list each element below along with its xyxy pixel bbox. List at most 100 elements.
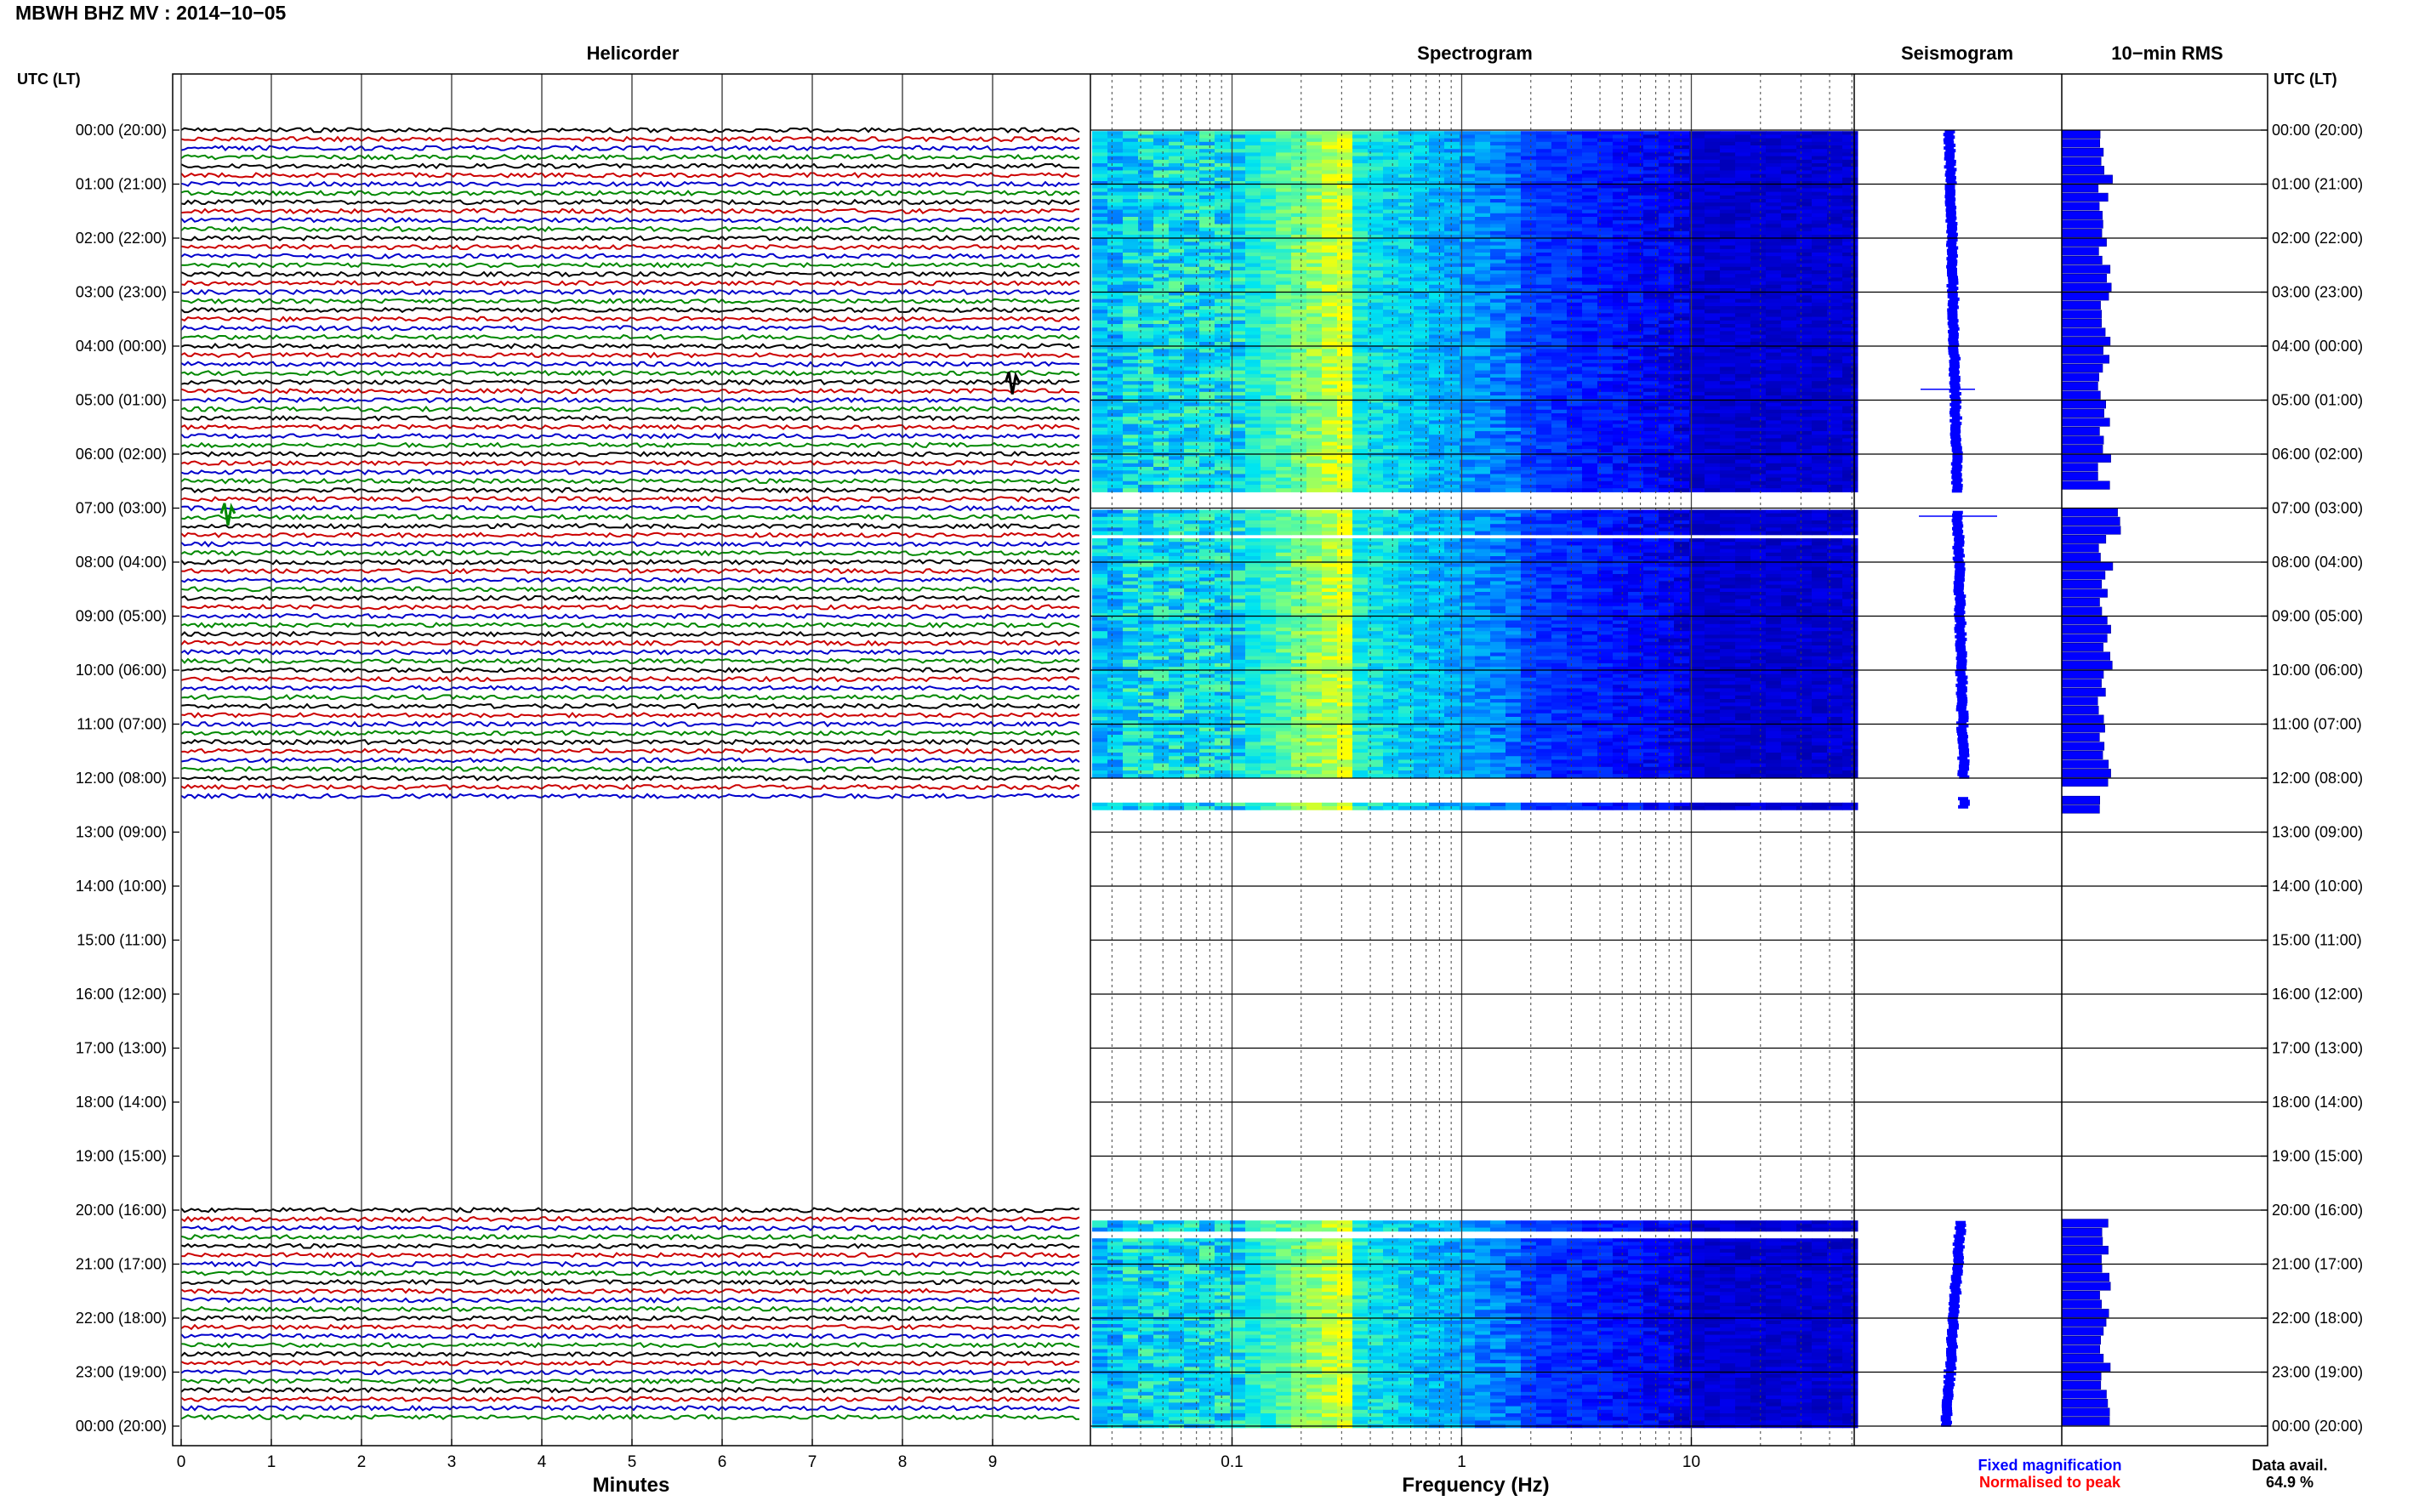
time-label-left: 17:00 (13:00): [76, 1040, 167, 1057]
rms-bar: [2062, 256, 2102, 264]
time-label-left: 00:00 (20:00): [76, 122, 167, 139]
rms-bar: [2062, 139, 2100, 148]
time-label-right: 02:00 (22:00): [2272, 230, 2363, 247]
helicorder-trace: [181, 128, 1079, 133]
helicorder-trace: [181, 479, 1079, 483]
helicorder-trace: [181, 209, 1079, 213]
helicorder-trace: [181, 461, 1079, 465]
rms-bar: [2062, 1363, 2110, 1372]
rms-bar: [2062, 166, 2104, 174]
rms-bar: [2062, 688, 2105, 696]
rms-bar: [2062, 1327, 2103, 1336]
helicorder-trace: [181, 1316, 1079, 1321]
rms-bar: [2062, 1417, 2109, 1425]
helicorder-trace: [181, 533, 1079, 537]
time-label-left: 01:00 (21:00): [76, 176, 167, 193]
helicorder-trace: [181, 317, 1079, 321]
rms-bar: [2062, 445, 2103, 453]
rms-bar: [2062, 454, 2111, 463]
time-label-left: 10:00 (06:00): [76, 662, 167, 679]
rms-bar: [2062, 283, 2111, 292]
time-label-right: 16:00 (12:00): [2272, 986, 2363, 1003]
helicorder-trace: [181, 569, 1079, 573]
rms-bar: [2062, 769, 2111, 777]
helicorder-trace: [181, 1325, 1079, 1329]
helicorder-trace: [181, 551, 1079, 555]
helicorder-trace: [181, 614, 1079, 618]
time-label-left: 06:00 (02:00): [76, 446, 167, 463]
rms-bar: [2062, 328, 2105, 337]
helicorder-trace: [181, 371, 1079, 375]
helicorder-trace: [181, 677, 1079, 681]
rms-bar: [2062, 1345, 2100, 1354]
helicorder-trace: [181, 704, 1079, 708]
time-label-left: 22:00 (18:00): [76, 1310, 167, 1327]
rms-bar: [2062, 751, 2103, 759]
rms-bar: [2062, 481, 2109, 490]
helicorder-trace: [181, 443, 1079, 447]
helicorder-trace: [181, 1217, 1079, 1221]
helicorder-trace: [181, 1208, 1079, 1213]
rms-bar: [2062, 1381, 2101, 1390]
helicorder-trace: [181, 1307, 1079, 1311]
helicorder-trace: [181, 416, 1079, 420]
rms-bar: [2062, 1390, 2107, 1399]
time-label-left: 13:00 (09:00): [76, 824, 167, 841]
time-label-left: 04:00 (00:00): [76, 338, 167, 355]
helicorder-traces: [181, 128, 1079, 1419]
rms-bar: [2062, 1336, 2101, 1344]
rms-bar: [2062, 1273, 2109, 1282]
helicorder-trace: [181, 353, 1079, 357]
helicorder-trace: [181, 452, 1079, 457]
time-label-right: 03:00 (23:00): [2272, 284, 2363, 301]
rms-bar: [2062, 382, 2097, 390]
rms-bar: [2062, 571, 2105, 580]
time-label-right: 20:00 (16:00): [2272, 1202, 2363, 1219]
helicorder-trace: [181, 1343, 1079, 1347]
helicorder-trace: [181, 722, 1079, 726]
rms-bar: [2062, 1228, 2102, 1236]
time-label-left: 16:00 (12:00): [76, 986, 167, 1003]
time-label-right: 10:00 (06:00): [2272, 662, 2363, 679]
rms-bar: [2062, 733, 2099, 742]
minute-tick-label: 8: [898, 1453, 908, 1471]
helicorder-trace: [181, 749, 1079, 753]
time-label-right: 19:00 (15:00): [2272, 1148, 2363, 1165]
helicorder-trace: [181, 173, 1079, 177]
rms-bar: [2062, 778, 2108, 787]
rms-bar: [2062, 805, 2099, 814]
rms-bar: [2062, 301, 2101, 310]
minute-tick-label: 3: [447, 1453, 457, 1471]
helicorder-trace: [181, 1370, 1079, 1374]
rms-bar: [2062, 401, 2106, 409]
minute-tick-label: 6: [718, 1453, 727, 1471]
rms-bar: [2062, 1246, 2109, 1254]
helicorder-trace: [181, 425, 1079, 429]
helicorder-trace: [181, 623, 1079, 628]
helicorder-trace: [181, 776, 1079, 781]
minute-tick-label: 2: [357, 1453, 367, 1471]
time-label-right: 21:00 (17:00): [2272, 1256, 2363, 1273]
time-label-left: 03:00 (23:00): [76, 284, 167, 301]
helicorder-trace: [181, 1415, 1079, 1419]
seismogram-sample: [1952, 489, 1962, 492]
rms-bar: [2062, 1408, 2109, 1417]
rms-bar: [2062, 1291, 2100, 1299]
helicorder-trace: [181, 290, 1079, 294]
helicorder-trace: [181, 650, 1079, 654]
helicorder-trace: [181, 389, 1079, 393]
time-label-left: 08:00 (04:00): [76, 554, 167, 571]
rms-bar: [2062, 652, 2110, 661]
time-label-left: 15:00 (11:00): [77, 932, 167, 949]
helicorder-trace: [181, 200, 1079, 204]
helicorder-trace: [181, 524, 1079, 528]
helicorder-trace: [181, 1397, 1079, 1401]
helicorder-trace: [181, 335, 1079, 339]
minutes-axis-label: Minutes: [593, 1474, 670, 1497]
rms-bar: [2062, 1399, 2108, 1407]
spectrogram-heatmap: [1092, 131, 1858, 1428]
helicorder-trace: [181, 155, 1079, 159]
helicorder-trace: [181, 1244, 1079, 1248]
helicorder-trace: [181, 587, 1079, 591]
